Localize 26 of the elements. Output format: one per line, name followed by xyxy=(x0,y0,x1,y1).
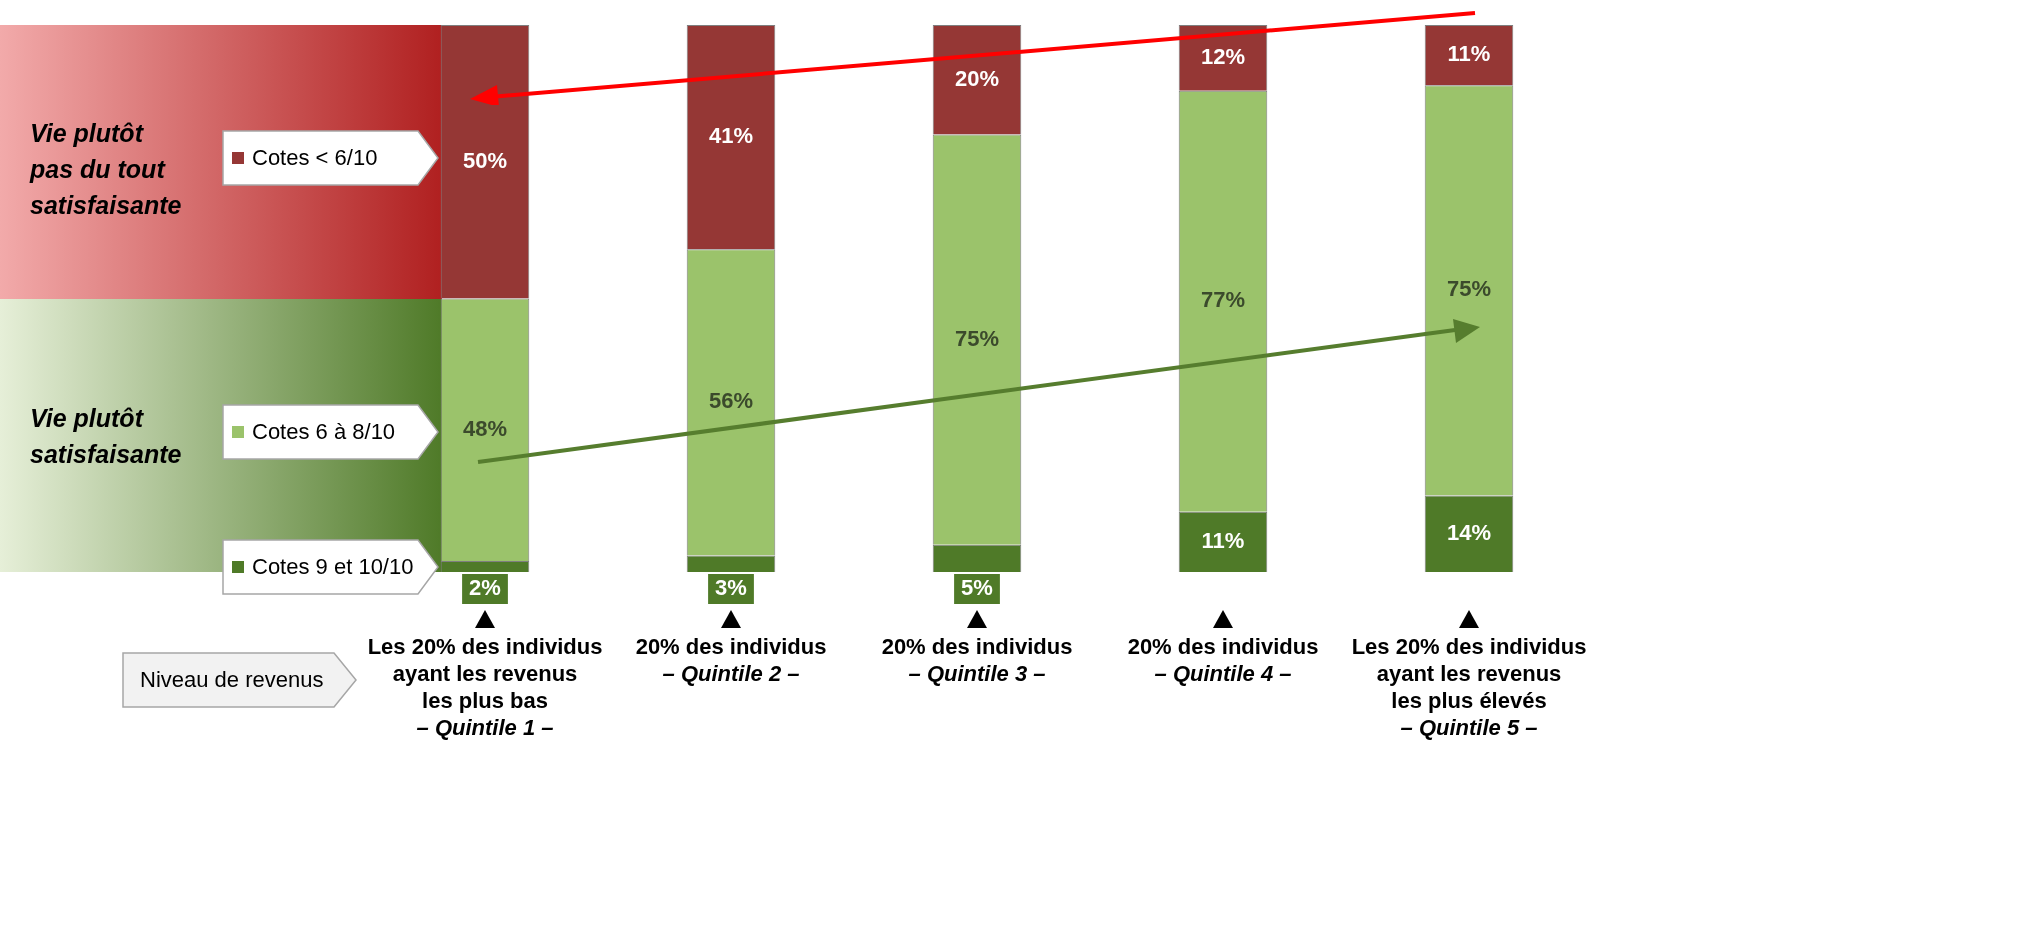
data-label: 50% xyxy=(462,147,508,173)
data-label: 75% xyxy=(1446,276,1492,302)
data-label: 11% xyxy=(1201,527,1245,553)
text: Vie plutôt satisfaisante xyxy=(30,403,182,470)
x-tick-label: 20% des individus – Quintile 2 – xyxy=(635,634,827,687)
x-tick-label: Les 20% des individus ayant les revenus les plus bas – Quintile 1 – xyxy=(367,634,603,741)
data-label: 48% xyxy=(462,415,508,441)
x-tick-label: Les 20% des individus ayant les revenus les plus élevés – Quintile 5 – xyxy=(1351,634,1587,741)
x-tick-label: 20% des individus – Quintile 4 – xyxy=(1127,634,1319,687)
text: Vie plutôt pas du tout satisfaisante xyxy=(30,118,182,221)
data-label: 14% xyxy=(1446,519,1492,545)
data-label: 3% xyxy=(715,575,747,601)
legend-label: Cotes < 6/10 xyxy=(252,145,378,171)
data-label: 2% xyxy=(469,575,501,601)
legend-label: Cotes 6 à 8/10 xyxy=(252,419,396,445)
data-label: 41% xyxy=(708,123,754,149)
data-label: 5% xyxy=(961,575,993,601)
data-label: 75% xyxy=(954,325,1000,351)
data-label: 56% xyxy=(708,388,754,414)
data-label: 20% xyxy=(954,65,1000,91)
data-label: 77% xyxy=(1200,287,1246,313)
text: Niveau de revenus xyxy=(140,666,324,694)
data-label: 12% xyxy=(1200,43,1246,69)
x-tick-label: 20% des individus – Quintile 3 – xyxy=(881,634,1073,687)
legend-label: Cotes 9 et 10/10 xyxy=(252,554,414,580)
data-label: 11% xyxy=(1447,41,1491,67)
